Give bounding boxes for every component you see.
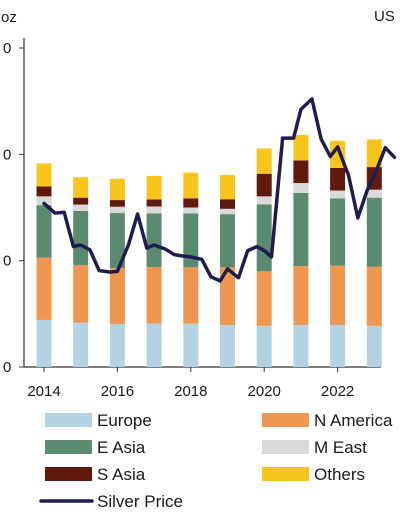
bar-segment-others [366,139,382,168]
bar-segment-europe [146,323,162,367]
bar-segment-m-east [256,196,272,205]
bar-segment-europe [36,319,52,367]
bar-segment-n-america [183,267,199,324]
bar-segment-europe [366,325,382,367]
silver-price-line [42,97,397,283]
legend-label: S Asia [97,465,146,484]
bar-segment-m-east [146,206,162,214]
bar-segment-e-asia [109,213,125,269]
bar-segment-n-america [36,257,52,320]
left-tick-label: 0 [3,40,11,57]
legend-color-swatch [45,467,92,481]
bar-segment-s-asia [183,198,199,208]
x-tick-label: 2014 [27,383,60,400]
bar-segment-europe [73,322,89,367]
bar-segment-e-asia [256,204,272,272]
bar-segment-europe [220,325,235,367]
bar-segment-europe [330,325,346,367]
x-tick-label: 2020 [248,383,281,400]
bar-segment-e-asia [220,214,235,268]
bar-segment-others [73,177,89,198]
bar-segment-s-asia [73,197,89,205]
bar-segment-m-east [109,206,125,214]
legend-label: M East [314,438,367,457]
bar-segment-n-america [293,265,309,325]
bar-segment-others [256,148,272,174]
bar-segment-e-asia [183,213,199,268]
bar-segment-e-asia [366,197,382,267]
left-axis-unit-label: oz [1,9,17,26]
right-axis-unit-label: US [374,8,395,25]
left-tick-label: 0 [3,253,11,270]
bar-segment-s-asia [146,199,162,207]
legend-color-swatch [45,413,92,427]
bars-layer [36,134,382,367]
bar-segment-e-asia [146,213,162,268]
legend-label: Others [314,465,365,484]
bar-segment-e-asia [73,210,89,266]
bar-segment-s-asia [36,186,52,197]
bar-segment-m-east [183,207,199,214]
legend-label: N America [314,411,393,430]
bar-segment-europe [256,325,272,367]
bar-segment-others [109,178,125,201]
bar-segment-s-asia [293,160,309,184]
bar-segment-s-asia [256,173,272,197]
bar-segment-n-america [220,267,235,325]
x-tick-label: 2018 [174,383,207,400]
bar-segment-e-asia [36,205,52,258]
bar-segment-m-east [73,204,89,211]
bar-segment-s-asia [109,200,125,207]
bar-segment-europe [183,323,199,367]
bar-segment-others [220,175,235,200]
bar-segment-others [293,134,309,161]
bar-segment-europe [293,325,309,367]
x-tick-label: 2016 [101,383,134,400]
bar-segment-n-america [109,268,125,324]
legend-label: Silver Price [97,492,183,511]
bar-segment-others [146,175,162,200]
bar-segment-s-asia [330,167,346,191]
legend-color-swatch [262,467,309,481]
legend-color-swatch [262,413,309,427]
legend-label: Europe [97,411,152,430]
bar-segment-n-america [146,267,162,324]
ticks-layer: 0 0 0 0 2014 2016 2018 2020 2022 [3,40,354,400]
bar-segment-s-asia [220,199,235,209]
bar-segment-m-east [220,208,235,215]
bar-segment-e-asia [293,192,309,266]
legend-label: E Asia [97,438,146,457]
bar-segment-m-east [293,183,309,193]
legend-layer: Europe N America E Asia M East S Asia Others S… [39,411,393,511]
legend-color-swatch [45,440,92,454]
x-tick-label: 2022 [321,383,354,400]
bar-segment-europe [109,323,125,367]
bar-segment-n-america [330,265,346,325]
bar-segment-n-america [366,266,382,326]
legend-color-swatch [262,440,309,454]
bar-segment-n-america [73,265,89,323]
left-tick-label: 0 [3,146,11,163]
bar-segment-m-east [330,190,346,199]
bar-segment-m-east [366,189,382,198]
bar-segment-n-america [256,271,272,326]
bar-segment-e-asia [330,198,346,266]
left-tick-label: 0 [3,359,11,376]
line-layer [42,97,397,283]
bar-segment-m-east [36,196,52,206]
bar-segment-others [183,172,199,199]
bar-segment-others [36,163,52,187]
